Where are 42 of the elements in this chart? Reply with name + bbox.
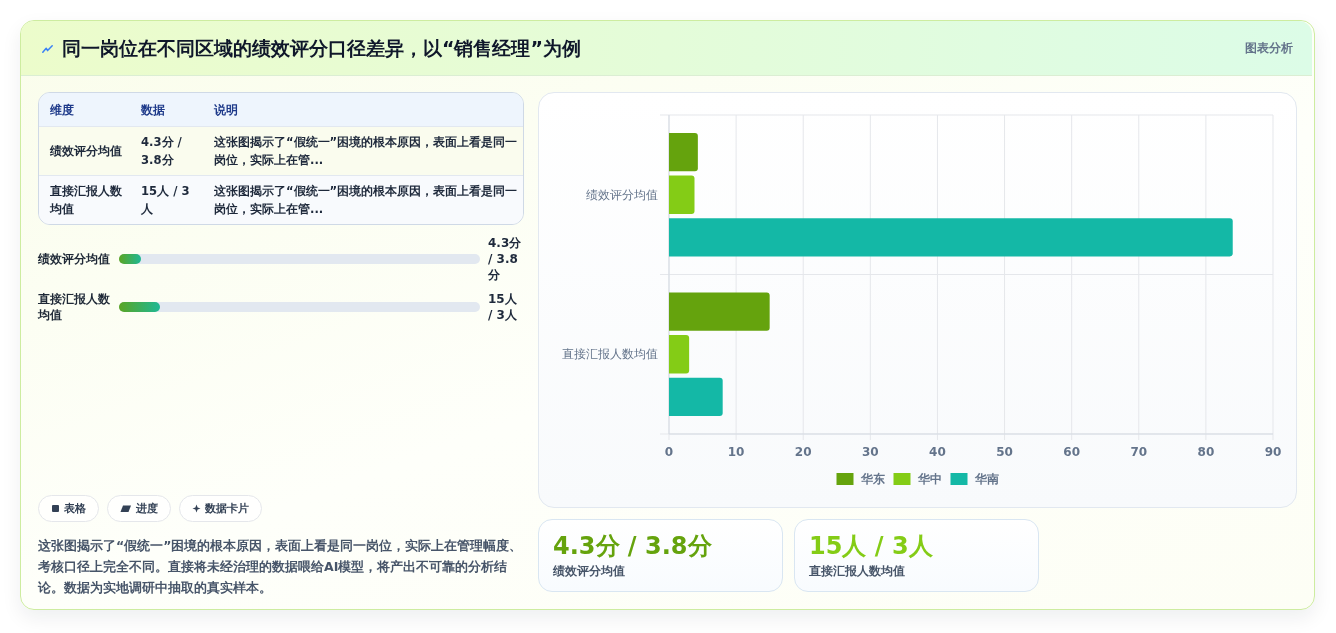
text: 绩效评分均值 bbox=[38, 251, 111, 267]
x-tick-label: 50 bbox=[996, 445, 1013, 459]
x-tick-label: 0 bbox=[664, 445, 674, 459]
text: 数据卡片 bbox=[205, 501, 249, 516]
text: 4.3分 / 3.8分 bbox=[488, 235, 523, 283]
text: 直接汇报人数均值 bbox=[39, 175, 130, 224]
legend-label: 华南 bbox=[973, 472, 999, 487]
text: 这张图揭示了“假统一”困境的根本原因，表面上看是同一岗位，实际上在管... bbox=[203, 126, 523, 175]
bar bbox=[669, 335, 690, 374]
x-tick-label: 10 bbox=[727, 445, 745, 459]
text: 绩效评分均值 bbox=[553, 563, 626, 580]
text: 直接汇报人数均值 bbox=[38, 291, 111, 323]
x-tick-label: 90 bbox=[1264, 445, 1282, 459]
x-tick-label: 60 bbox=[1063, 445, 1081, 459]
bar bbox=[669, 133, 698, 172]
bar bbox=[669, 377, 723, 416]
text: 进度 bbox=[136, 501, 158, 516]
text: 维度 bbox=[39, 93, 130, 126]
text: 4.3分 / 3.8分 bbox=[130, 126, 203, 175]
text: 同一岗位在不同区域的绩效评分口径差异，以“销售经理”为例 bbox=[62, 36, 581, 61]
x-tick-label: 70 bbox=[1130, 445, 1148, 459]
bar bbox=[669, 175, 695, 214]
text: 15人 / 3人 bbox=[809, 531, 934, 562]
legend-label: 华中 bbox=[916, 472, 942, 487]
text: 15人 / 3人 bbox=[488, 291, 518, 323]
text: 4.3分 / 3.8分 bbox=[553, 531, 713, 562]
x-tick-label: 80 bbox=[1197, 445, 1215, 459]
text: 这张图揭示了“假统一”困境的根本原因，表面上看是同一岗位，实际上在管... bbox=[203, 175, 523, 224]
text: 直接汇报人数均值 bbox=[809, 563, 906, 580]
legend-label: 华东 bbox=[859, 472, 885, 487]
text: 这张图揭示了“假统一”困境的根本原因，表面上看是同一岗位，实际上在管理幅度、考核口径上完全不同。直接将未经治理的数据喂给AI模型，将产出不可靠的分析结论。数据为实地调研中抽取的真实样本。 bbox=[38, 537, 524, 597]
text: 绩效评分均值 bbox=[39, 126, 130, 175]
text: 15人 / 3人 bbox=[130, 175, 203, 224]
bar bbox=[669, 292, 770, 331]
text: 数据 bbox=[130, 93, 203, 126]
x-tick-label: 40 bbox=[929, 445, 946, 459]
text: 图表分析 bbox=[1245, 40, 1293, 57]
x-tick-label: 30 bbox=[861, 445, 879, 459]
text: 表格 bbox=[64, 501, 86, 516]
x-tick-label: 20 bbox=[794, 445, 812, 459]
bar bbox=[669, 218, 1233, 257]
text: 说明 bbox=[203, 93, 523, 126]
